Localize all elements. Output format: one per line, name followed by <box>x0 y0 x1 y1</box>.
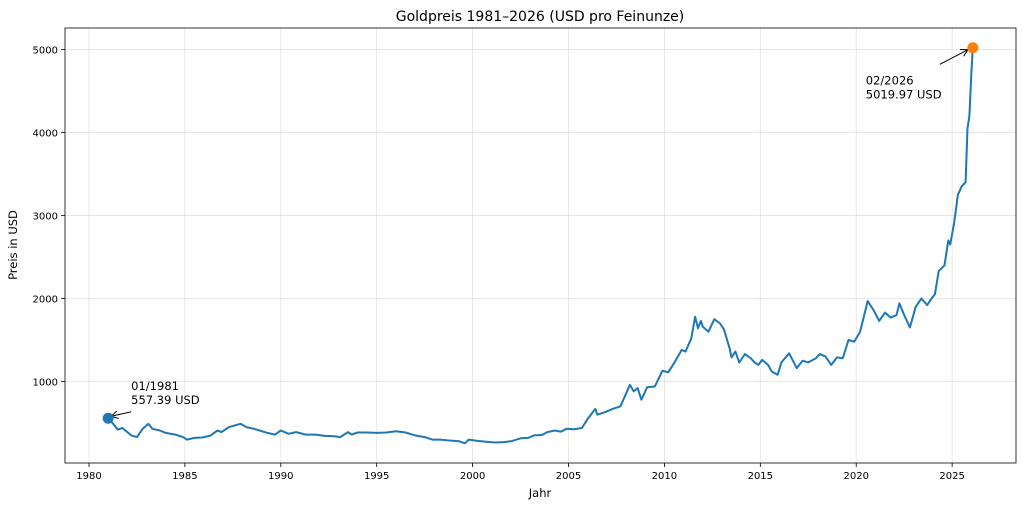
y-tick-label: 5000 <box>33 45 58 56</box>
annotation-value: 557.39 USD <box>131 393 200 407</box>
x-tick-label: 1990 <box>268 471 293 482</box>
y-tick-label: 2000 <box>33 294 58 305</box>
x-tick-label: 2015 <box>748 471 773 482</box>
annotation-date: 02/2026 <box>866 73 914 87</box>
x-tick-label: 2005 <box>556 471 581 482</box>
x-tick-label: 1995 <box>364 471 389 482</box>
series-layer <box>107 47 974 445</box>
x-tick-label: 2020 <box>843 471 868 482</box>
plot-frame <box>64 27 1017 464</box>
x-tick-label: 2010 <box>652 471 677 482</box>
x-tick-label: 1985 <box>172 471 197 482</box>
y-tick-label: 1000 <box>33 377 58 388</box>
x-axis-label: Jahr <box>528 486 552 500</box>
annotation-date: 01/1981 <box>131 379 179 393</box>
start-point-marker <box>102 412 114 424</box>
annotation-arrow <box>111 412 132 416</box>
grid <box>65 28 1016 463</box>
price-line <box>107 47 974 445</box>
y-tick-label: 4000 <box>33 128 58 139</box>
y-tick-label: 3000 <box>33 211 58 222</box>
x-tick-label: 2000 <box>460 471 485 482</box>
x-tick-label: 1980 <box>76 471 101 482</box>
x-tick-label: 2025 <box>939 471 964 482</box>
y-axis-label: Preis in USD <box>6 210 20 280</box>
annotation-arrow <box>939 50 968 65</box>
end-point-marker <box>967 42 979 54</box>
annotation-value: 5019.97 USD <box>866 87 942 101</box>
ticks: 1980 1985 1990 1995 2000 2005 2010 2015 2020 2025… <box>33 45 965 482</box>
chart-title: Goldpreis 1981–2026 (USD pro Feinunze) <box>396 9 685 25</box>
